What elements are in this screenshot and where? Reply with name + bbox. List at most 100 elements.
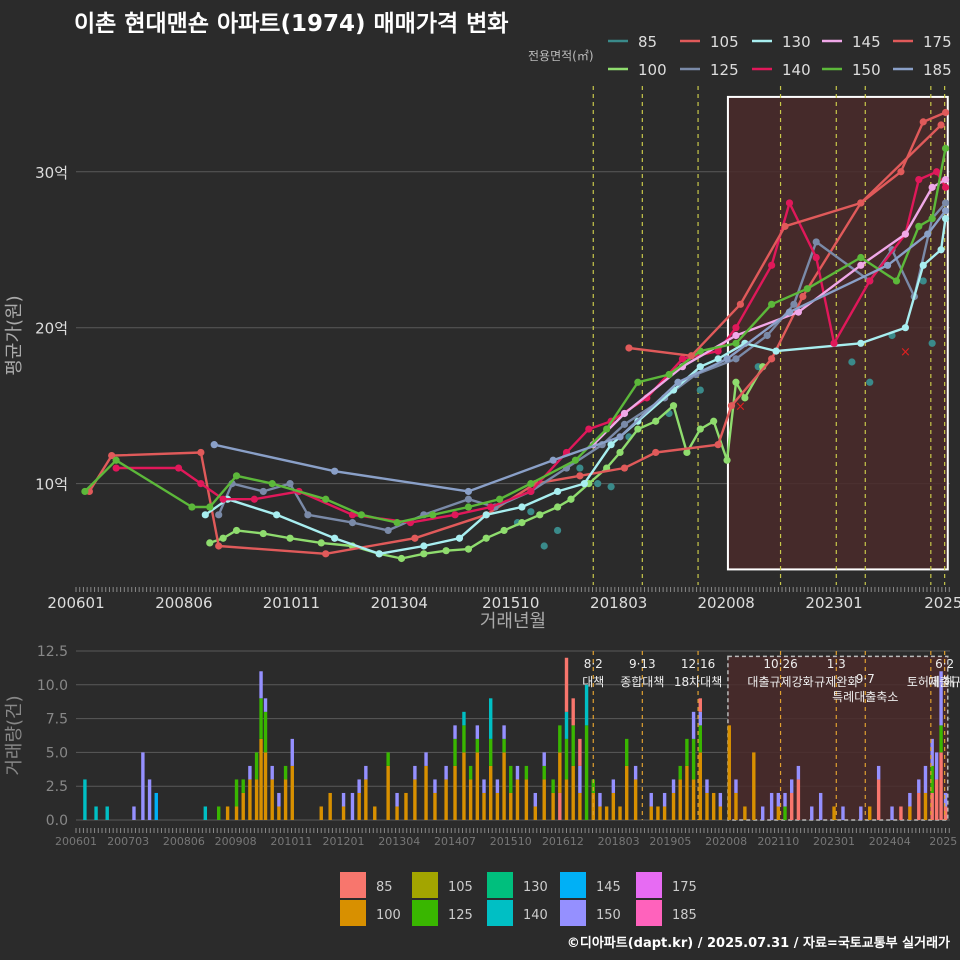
bar-segment-100 (656, 806, 660, 820)
bar-segment-100 (698, 752, 702, 820)
x-tick-label: 201304 (371, 594, 428, 612)
bar-segment-150 (453, 725, 457, 739)
bar-stack (934, 752, 939, 820)
price-legend: 전용면적(㎡) 85 100 105 125 130 140 145 150 175 185 (528, 33, 952, 79)
bar-stack (743, 806, 747, 820)
bar-segment-150 (662, 792, 667, 807)
bar-segment-150 (364, 765, 368, 780)
legend-swatch (412, 872, 438, 898)
data-point (210, 441, 218, 449)
data-point (732, 355, 740, 363)
legend-item-100: 100 (340, 900, 401, 926)
data-point (201, 511, 209, 519)
data-point (803, 285, 811, 293)
bar-stack (685, 738, 689, 820)
bar-stack (364, 765, 368, 820)
data-point (108, 451, 116, 460)
legend-label: 130 (782, 33, 811, 51)
legend-item-175: 175 (636, 872, 697, 898)
data-point (527, 487, 535, 496)
annotation-text: 대책 (582, 674, 604, 689)
data-point (937, 246, 945, 254)
bar-segment-85 (796, 779, 801, 820)
bar-stack (939, 671, 943, 820)
bar-stack (502, 725, 506, 820)
x-tick-label: 200806 (155, 594, 212, 612)
bar-segment-100 (254, 779, 259, 820)
data-point (273, 511, 281, 519)
data-point (464, 503, 473, 511)
data-point (678, 355, 687, 363)
series-175 (625, 121, 945, 360)
bar-segment-100 (328, 792, 332, 820)
volume-chart-panel: 0.0 2.5 5.0 7.5 10.0 12.5 거래량(건) 200601 200703 20… (4, 644, 960, 848)
x-tick-label: 200908 (215, 835, 257, 848)
data-point (714, 355, 722, 363)
y-tick-label: 5.0 (46, 745, 68, 761)
bar-stack (524, 765, 529, 820)
legend-item-105: 105 (680, 33, 739, 51)
bar-segment-150 (917, 779, 921, 793)
y-tick-label: 0.0 (46, 813, 68, 829)
data-point (518, 503, 526, 511)
y-tick-label: 7.5 (46, 712, 68, 728)
bar-segment-140 (203, 806, 208, 820)
data-point (232, 472, 241, 480)
bar-segment-100 (718, 806, 723, 820)
bar-segment-100 (290, 765, 294, 820)
data-point (924, 230, 932, 238)
bar-segment-85 (930, 792, 934, 820)
bar-stack (216, 806, 221, 820)
data-point (576, 472, 584, 480)
data-point (393, 519, 401, 527)
legend-item-140: 140 (487, 900, 548, 926)
data-point (348, 511, 357, 519)
y-tick-label: 2.5 (46, 779, 68, 795)
data-point (620, 420, 629, 428)
bar-stack (482, 779, 486, 820)
data-point (714, 347, 722, 355)
bar-stack (611, 779, 616, 820)
bar-segment-125 (216, 806, 221, 820)
bar-stack (633, 765, 638, 820)
bar-segment-150 (776, 792, 781, 807)
data-point (901, 230, 910, 238)
legend-label: 185 (923, 61, 952, 79)
data-point (696, 363, 704, 371)
bar-segment-150 (698, 711, 702, 726)
bar-segment-150 (444, 765, 448, 780)
x-tick-label: 202404 (869, 835, 911, 848)
bar-stack (468, 765, 473, 820)
bar-stack (263, 698, 268, 820)
bar-segment-100 (404, 792, 408, 820)
bar-stack (618, 806, 622, 820)
bar-segment-100 (711, 792, 716, 820)
bar-segment-150 (248, 765, 252, 780)
data-point (941, 175, 950, 184)
bar-segment-125 (584, 725, 589, 820)
legend-label: 140 (782, 61, 811, 79)
legend-label: 145 (852, 33, 881, 51)
data-point (286, 480, 294, 488)
data-point (580, 480, 588, 488)
data-point (420, 542, 428, 550)
data-point (768, 300, 776, 308)
bar-stack (832, 806, 836, 820)
bar-segment-125 (509, 765, 513, 793)
bar-stack (328, 792, 332, 820)
data-point (933, 168, 941, 176)
bar-segment-125 (685, 738, 689, 766)
bar-stack (404, 792, 408, 820)
bar-stack (571, 698, 575, 820)
bar-segment-100 (633, 779, 638, 820)
bar-segment-100 (705, 792, 709, 820)
data-point (384, 526, 392, 535)
bar-segment-150 (876, 765, 881, 780)
bar-segment-100 (433, 792, 437, 820)
bar-segment-150 (357, 779, 361, 793)
data-point (250, 495, 258, 503)
bar-segment-100 (495, 792, 500, 820)
data-point (928, 339, 936, 347)
bar-segment-140 (94, 806, 98, 820)
